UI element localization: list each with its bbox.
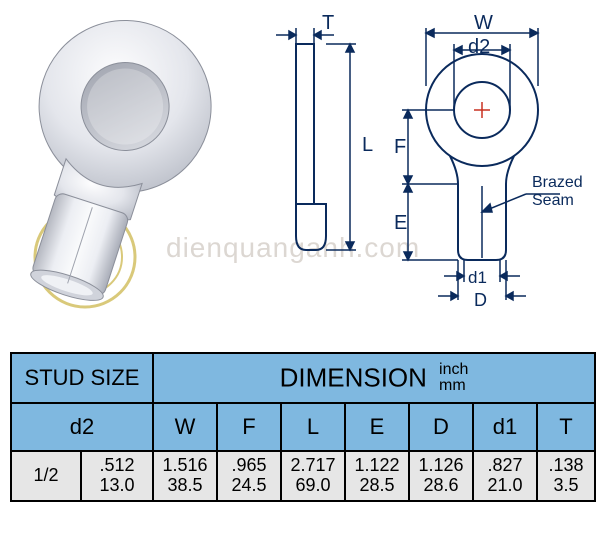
th-dimension: DIMENSION inch mm <box>153 353 595 403</box>
table-row: 1/2 .51213.0 1.51638.5 .96524.5 2.71769.… <box>11 451 595 501</box>
cell-d2: .51213.0 <box>81 451 153 501</box>
cell-E: 1.12228.5 <box>345 451 409 501</box>
label-d2: d2 <box>468 36 490 59</box>
th-F: F <box>217 403 281 451</box>
cell-F: .96524.5 <box>217 451 281 501</box>
front-view-drawing <box>384 14 594 314</box>
th-W: W <box>153 403 217 451</box>
cell-T: .1383.5 <box>537 451 595 501</box>
th-Dc: D <box>409 403 473 451</box>
unit-stack: inch mm <box>439 362 468 394</box>
unit-inch: inch <box>439 361 468 378</box>
unit-mm: mm <box>439 377 466 394</box>
label-W: W <box>474 12 493 35</box>
label-L: L <box>362 134 373 157</box>
dimension-table: STUD SIZE DIMENSION inch mm d2 W F L E D… <box>10 352 596 502</box>
cell-stud: 1/2 <box>11 451 81 501</box>
label-seam: Seam <box>532 192 574 210</box>
label-E: E <box>394 212 407 235</box>
th-Tc: T <box>537 403 595 451</box>
th-E: E <box>345 403 409 451</box>
cell-D: 1.12628.6 <box>409 451 473 501</box>
side-view-drawing <box>256 18 366 308</box>
label-brazed: Brazed <box>532 174 583 192</box>
th-d2: d2 <box>11 403 153 451</box>
cell-L: 2.71769.0 <box>281 451 345 501</box>
th-Lc: L <box>281 403 345 451</box>
label-D: D <box>474 290 487 311</box>
terminal-photo <box>12 6 232 326</box>
label-F: F <box>394 136 406 159</box>
label-T: T <box>322 12 334 35</box>
th-stud-size: STUD SIZE <box>11 353 153 403</box>
th-d1c: d1 <box>473 403 537 451</box>
dimension-text: DIMENSION <box>280 363 427 393</box>
label-d1: d1 <box>468 268 487 288</box>
cell-d1: .82721.0 <box>473 451 537 501</box>
cell-W: 1.51638.5 <box>153 451 217 501</box>
